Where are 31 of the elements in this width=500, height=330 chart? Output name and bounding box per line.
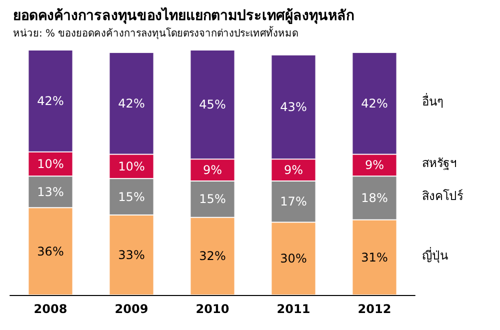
x-tick-label: 2012 [358,302,392,316]
data-label: 10% [118,159,145,174]
text: สิงคโปร์ [422,188,464,203]
x-tick-label: 2009 [114,302,148,316]
text: อื่นๆ [422,92,443,108]
data-label: 42% [118,96,145,110]
data-label: 9% [364,158,384,172]
data-label: 9% [202,163,222,178]
data-label: 17% [280,194,307,209]
chart-title: ยอดคงค้างการลงทุนของไทยแยกตามประเทศผู้ลงทุนหลัก [13,6,354,24]
text: ญี่ปุ่น [422,246,448,264]
data-label: 9% [284,163,304,178]
data-label: 42% [361,96,388,110]
x-tick-label: 2010 [196,302,230,316]
data-label: 15% [118,190,145,204]
data-label: 10% [37,157,64,172]
data-label: 45% [199,98,226,112]
data-label: 30% [280,252,307,266]
data-label: 36% [37,244,64,258]
data-label: 15% [199,192,226,206]
data-label: 42% [37,94,64,108]
data-label: 33% [118,248,145,262]
data-label: 32% [199,249,226,264]
data-label: 13% [37,184,64,199]
text: สหรัฐฯ [422,156,457,170]
x-tick-label: 2011 [276,302,310,316]
chart-subtitle: หน่วย: % ของยอดคงค้างการลงทุนโดยตรงจากต่างประเทศทั้งหมด [13,26,298,40]
data-label: 43% [280,100,307,114]
data-label: 31% [361,250,388,264]
x-tick-label: 2008 [34,302,68,316]
data-label: 18% [361,190,388,205]
